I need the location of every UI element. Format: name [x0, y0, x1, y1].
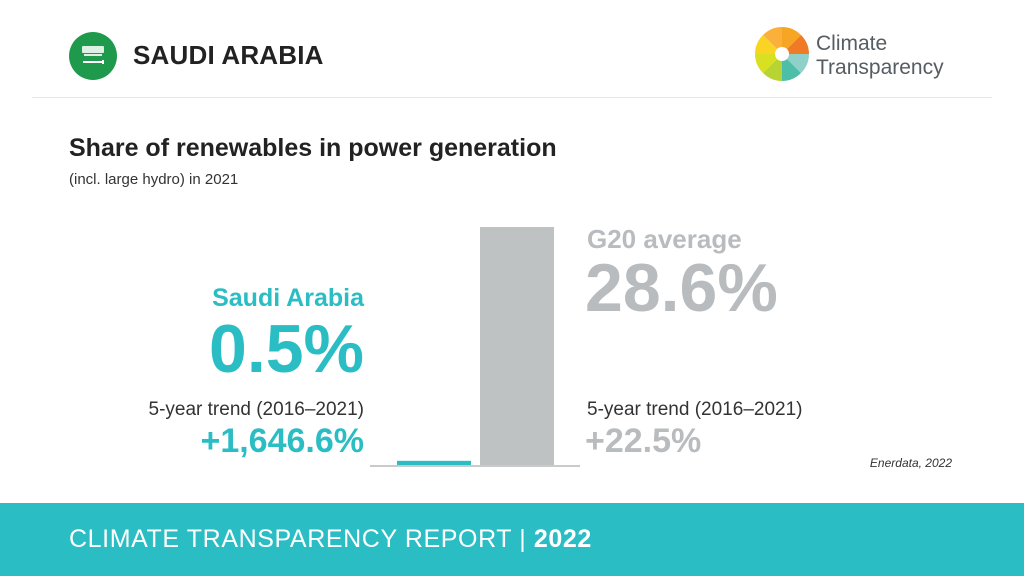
header-divider	[32, 97, 992, 98]
g20-trend-value: +22.5%	[585, 422, 702, 460]
g20-trend-label: 5-year trend (2016–2021)	[587, 399, 803, 420]
bar-chart	[370, 227, 580, 467]
logo-wordmark: Climate Transparency	[816, 32, 944, 80]
g20-average-label: G20 average	[587, 224, 742, 254]
saudi-arabia-flag-icon	[69, 32, 117, 80]
saudi-arabia-value: 0.5%	[209, 311, 364, 387]
footer-report-label: CLIMATE TRANSPARENCY REPORT |	[69, 525, 527, 553]
bar-g20-average	[480, 227, 554, 465]
saudi-arabia-trend-value: +1,646.6%	[200, 422, 364, 460]
chart-title: Share of renewables in power generation	[69, 134, 557, 162]
footer-report-year: 2022	[533, 525, 592, 553]
chart-subtitle: (incl. large hydro) in 2021	[69, 171, 239, 188]
g20-average-value: 28.6%	[585, 250, 778, 326]
logo-line-2: Transparency	[816, 56, 944, 79]
bar-saudi-arabia	[397, 460, 471, 465]
header: SAUDI ARABIA Climate Transparency	[0, 0, 1024, 98]
footer: CLIMATE TRANSPARENCY REPORT | 2022	[0, 503, 1024, 576]
source-note: Enerdata, 2022	[869, 456, 952, 470]
saudi-arabia-label: Saudi Arabia	[212, 284, 364, 312]
country-title: SAUDI ARABIA	[133, 40, 324, 70]
footer-report-title: CLIMATE TRANSPARENCY REPORT | 2022	[69, 525, 592, 554]
climate-transparency-logo-icon	[754, 26, 810, 82]
logo-line-1: Climate	[816, 32, 888, 55]
saudi-arabia-trend-label: 5-year trend (2016–2021)	[148, 399, 364, 420]
